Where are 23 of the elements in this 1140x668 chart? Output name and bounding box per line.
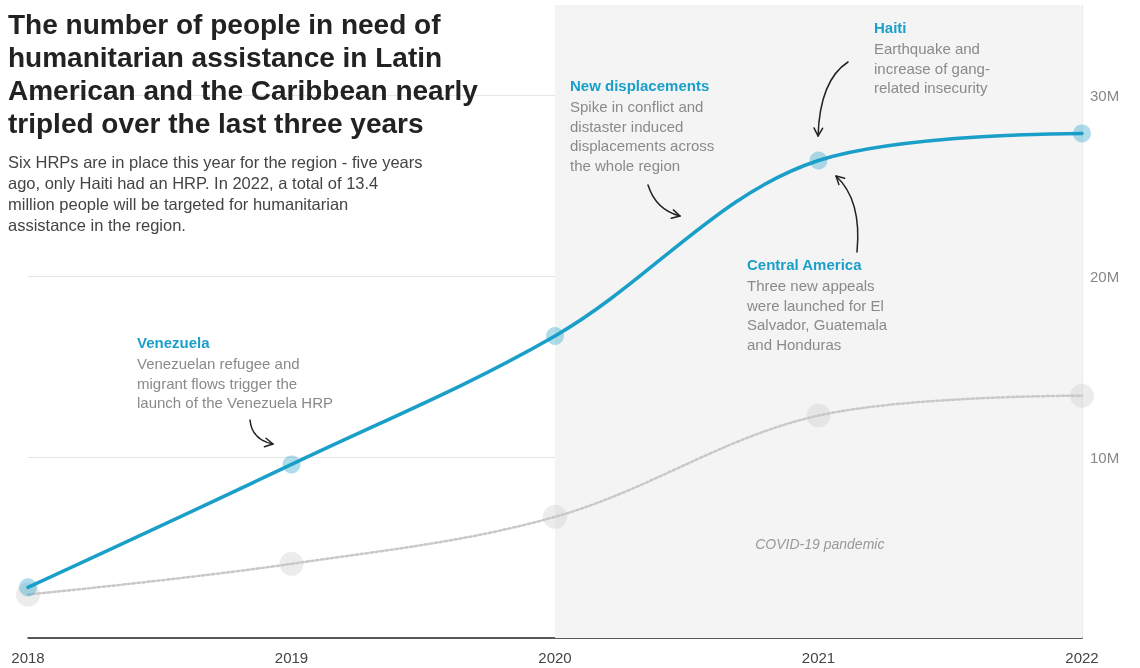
point [809,151,828,170]
x-tick-label: 2022 [1065,649,1099,666]
annotation: Haiti Earthquake and increase of gang- related insecurity [874,19,990,97]
annotation: Central America Three new appeals were launched for El Salvador, Guatemala and Honduras [746,256,888,353]
x-tick-label: 2019 [274,649,309,666]
point [543,504,567,529]
annotation: Venezuela Venezuelan refugee and migrant flows trigger the launch of the Venezuela HRP [137,334,333,412]
x-tick-label: 2021 [801,649,836,666]
point [279,551,304,576]
text: Six HRPs are in place this year for the region - five years ago, only Haiti had an HRP. In 2022, a total of 13.4 million people will be targeted for humanitarian assistance in the region. [8,152,424,236]
band-label: COVID-19 pandemic [755,535,885,552]
y-tick-label: 30M [1090,86,1120,104]
y-tick-label: 10M [1090,448,1120,466]
annotation: New displacements Spike in conflict and distaster induced displacements across the whole region [570,77,715,174]
text: The number of people in need of humanitarian assistance in Latin American and the Caribbean nearly tripled over the last three years [8,8,479,140]
x-tick-label: 2018 [11,649,45,666]
point [546,326,564,345]
point [1073,124,1091,143]
x-tick-label: 2020 [538,649,572,666]
y-tick-label: 20M [1090,267,1120,285]
point [806,403,831,428]
point [282,455,301,474]
point [1070,383,1094,408]
